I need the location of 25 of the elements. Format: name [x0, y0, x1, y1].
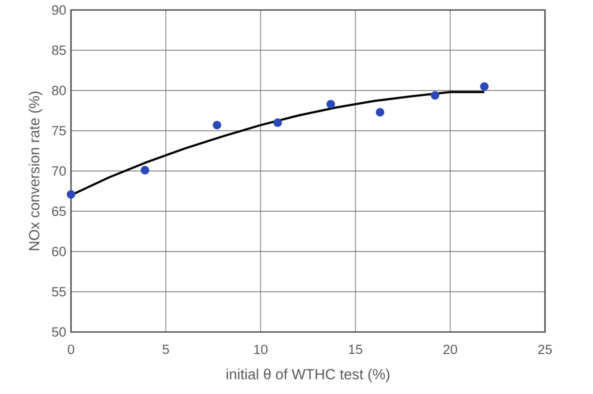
point	[140, 166, 150, 174]
y-tick-label: 65	[52, 206, 66, 216]
point	[212, 120, 222, 130]
y-tick-label: 70	[52, 166, 66, 176]
y-tick-label: 85	[52, 46, 66, 55]
point	[273, 118, 282, 127]
point	[66, 190, 76, 199]
x-tick-label: 20	[443, 344, 458, 354]
x-tick-label: 0	[68, 344, 74, 354]
y-tick-label: 80	[52, 86, 66, 96]
x-axis-title: initial θ of WTHC test (%)	[226, 368, 390, 382]
y-tick-label: 50	[52, 327, 66, 337]
point	[480, 82, 489, 91]
y-tick-label: 75	[52, 126, 66, 136]
point	[430, 91, 440, 100]
y-tick-label: 60	[52, 246, 66, 256]
y-axis-title: NOx conversion rate (%)	[28, 92, 42, 250]
x-tick-label: 15	[349, 344, 362, 354]
x-tick-label: 5	[162, 344, 169, 354]
x-tick-label: 10	[254, 344, 268, 354]
point	[326, 100, 336, 108]
point	[376, 108, 384, 117]
y-tick-label: 90	[52, 5, 66, 15]
y-tick-label: 55	[52, 287, 66, 296]
x-tick-label: 25	[538, 344, 552, 354]
